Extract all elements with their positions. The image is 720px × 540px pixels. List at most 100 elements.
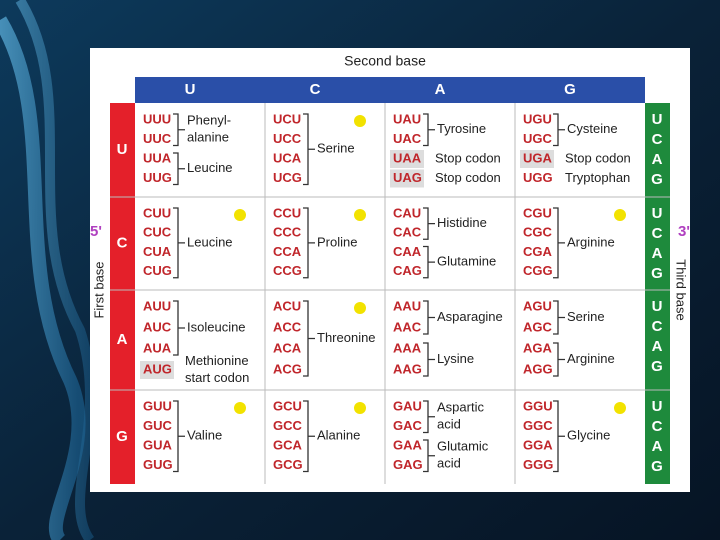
codon: AUA <box>143 340 172 355</box>
third-base: A <box>652 438 663 455</box>
codon: AAU <box>393 298 421 313</box>
bracket <box>303 207 315 279</box>
amino-acid: acid <box>437 456 461 471</box>
dot <box>234 402 246 414</box>
codon-highlight <box>390 150 424 168</box>
codon: CGC <box>523 225 553 240</box>
bracket <box>553 300 565 335</box>
codon: CAG <box>393 263 422 278</box>
third-base: G <box>651 358 663 375</box>
dna-strand <box>15 0 95 540</box>
bracket <box>303 113 315 186</box>
column-header-bar <box>135 77 645 103</box>
codon: CUC <box>143 225 172 240</box>
codon-highlight <box>390 169 424 188</box>
codon: UCA <box>273 150 302 165</box>
codon: GAU <box>393 398 422 413</box>
codon: GCC <box>273 418 303 433</box>
codon: CGA <box>523 244 553 259</box>
bracket <box>553 342 565 377</box>
codon: ACG <box>273 361 302 376</box>
codon: UUA <box>143 150 172 165</box>
bracket <box>303 300 315 377</box>
codon: GGA <box>523 437 553 452</box>
bracket <box>553 113 565 147</box>
codon: ACA <box>273 340 302 355</box>
codon: AGU <box>523 298 552 313</box>
bracket <box>173 113 185 147</box>
amino-acid: Arginine <box>567 234 615 249</box>
first-base-bar <box>110 103 135 484</box>
codon: UCU <box>273 111 301 126</box>
amino-acid: acid <box>437 417 461 432</box>
amino-acid: Tryptophan <box>565 170 630 185</box>
third-base: A <box>652 338 663 355</box>
codon: CAU <box>393 205 421 220</box>
amino-acid: Stop codon <box>435 170 501 185</box>
first-base: G <box>116 428 128 445</box>
third-base: U <box>652 205 663 222</box>
dot <box>234 209 246 221</box>
column-header: C <box>310 81 321 98</box>
codon: GCG <box>273 457 303 472</box>
amino-acid: Threonine <box>317 330 376 345</box>
column-header: G <box>564 81 576 98</box>
third-base: C <box>652 418 663 435</box>
codon: AAG <box>393 361 422 376</box>
codon: CGU <box>523 205 552 220</box>
codon: CCA <box>273 244 302 259</box>
bracket <box>173 207 185 279</box>
amino-acid: Lysine <box>437 351 474 366</box>
bracket <box>423 207 435 240</box>
codon: CUA <box>143 244 172 259</box>
amino-acid: Histidine <box>437 215 487 230</box>
codon: AUG <box>143 361 172 376</box>
third-base: A <box>652 245 663 262</box>
three-prime: 3' <box>678 223 690 240</box>
codon: GAC <box>393 418 423 433</box>
bracket <box>553 207 565 279</box>
bracket <box>423 113 435 147</box>
bracket <box>303 400 315 473</box>
codon: GGG <box>523 457 553 472</box>
panel <box>90 48 690 492</box>
codon: AGA <box>523 340 553 355</box>
amino-acid: Glutamine <box>437 254 496 269</box>
codon: UGC <box>523 131 553 146</box>
codon: GUC <box>143 418 173 433</box>
third-base: G <box>651 458 663 475</box>
bracket <box>173 400 185 473</box>
bracket <box>173 152 185 186</box>
codon: CUU <box>143 205 171 220</box>
third-base: U <box>652 111 663 128</box>
codon: UAC <box>393 131 422 146</box>
codon: UAG <box>393 170 422 185</box>
codon: AUU <box>143 298 171 313</box>
codon: ACC <box>273 319 302 334</box>
codon: AUC <box>143 319 172 334</box>
codon: UGA <box>523 150 553 165</box>
dot <box>354 115 366 127</box>
codon: UUC <box>143 131 172 146</box>
amino-acid: start codon <box>185 370 249 385</box>
amino-acid: Methionine <box>185 353 249 368</box>
amino-acid: Proline <box>317 234 357 249</box>
codon: GCU <box>273 398 302 413</box>
codon: CCC <box>273 225 302 240</box>
amino-acid: Arginine <box>567 351 615 366</box>
codon: AGC <box>523 319 553 334</box>
codon: AAA <box>393 340 422 355</box>
amino-acid: Serine <box>567 309 605 324</box>
codon: GUU <box>143 398 172 413</box>
amino-acid: Aspartic <box>437 400 484 415</box>
column-header: U <box>185 81 196 98</box>
codon: UCC <box>273 131 302 146</box>
codon: UUG <box>143 170 172 185</box>
codon: GCA <box>273 437 303 452</box>
codon-highlight <box>520 150 554 168</box>
amino-acid: Glycine <box>567 428 610 443</box>
codon: GUG <box>143 457 173 472</box>
bracket <box>423 245 435 279</box>
codon: CAA <box>393 244 422 259</box>
third-base: G <box>651 171 663 188</box>
